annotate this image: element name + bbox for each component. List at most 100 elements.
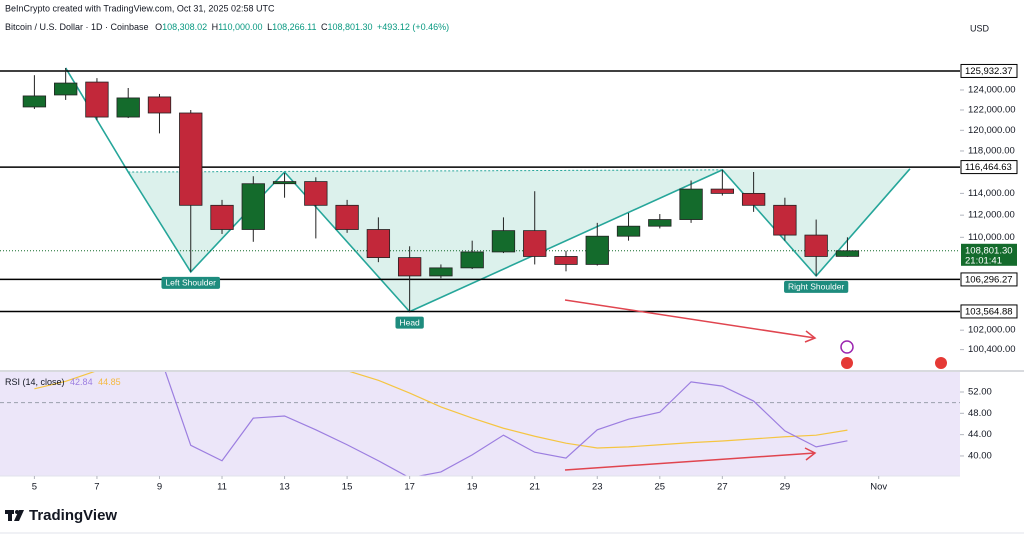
currency[interactable]: USD (970, 23, 990, 33)
y-tick-label: 44.00 (968, 429, 992, 440)
event-icon[interactable] (935, 357, 947, 369)
candle-body (460, 251, 484, 269)
price-axis: 124,000.00 122,000.00 120,000.00 118,000.00… (960, 63, 1018, 355)
level-label-box (960, 160, 1018, 175)
x-tick-label: 25 (655, 482, 666, 493)
candle-body (835, 250, 860, 257)
label-text: Right Shoulder (788, 282, 844, 292)
candle-body (85, 81, 109, 118)
label-text: Left Shoulder (165, 278, 216, 288)
rsi-background (0, 372, 960, 476)
logo-text: TradingView (29, 507, 117, 524)
y-tick-label: 118,000.00 (968, 145, 1015, 156)
rsi-arrow (564, 452, 816, 471)
rsi-axis: 52.00 48.00 44.00 40.00 (960, 387, 992, 461)
countdown: 21:01:41 (965, 255, 1002, 266)
attribution: BeInCrypto created with TradingView.com,… (5, 3, 275, 13)
x-tick-label: 19 (467, 482, 478, 493)
y-tick-label: 100,400.00 (968, 344, 1016, 355)
level-label: 106,296.27 (965, 274, 1013, 285)
y-tick-label: 48.00 (968, 408, 992, 419)
x-tick-label: 17 (404, 482, 415, 493)
logo-mark (14, 510, 24, 521)
y-tick-label: 122,000.00 (968, 104, 1016, 115)
ohlc-key: L (267, 22, 272, 32)
y-tick-label: 102,000.00 (968, 325, 1016, 336)
level-label-box (960, 272, 1018, 287)
arrow-head (804, 447, 817, 461)
price-pane: Left Shoulder Head Right Shoulder (0, 67, 960, 329)
rsi-pane (0, 372, 960, 476)
pattern-label: Left Shoulder (161, 276, 221, 289)
x-tick-label: Nov (870, 482, 887, 493)
x-tick-label: 29 (780, 482, 791, 493)
label-box (395, 316, 424, 329)
candle-body (804, 234, 828, 257)
candle-body (210, 204, 234, 230)
candle-body (241, 183, 265, 230)
candle-body (429, 267, 453, 277)
logo: TradingView (5, 507, 117, 524)
y-tick-label: 40.00 (968, 450, 992, 461)
candle-body (179, 112, 203, 206)
rsi-line (34, 372, 848, 449)
change: +493.12 (+0.46%) (377, 22, 449, 32)
rsi-ma-value: 44.85 (98, 377, 121, 387)
time-axis: 57911131517192123252729Nov3.0001 (32, 476, 887, 493)
level-label-box (960, 304, 1018, 319)
symbol-header: Bitcoin / U.S. Dollar · 1D · Coinbase O1… (5, 22, 449, 32)
pattern-label: Right Shoulder (784, 280, 849, 293)
candle-body (272, 181, 297, 185)
x-tick-label: 13 (279, 482, 290, 493)
price-arrow (564, 299, 816, 339)
last-price-label: 108,801.30 (965, 245, 1013, 256)
arrow-head (804, 330, 817, 343)
y-tick-label: 120,000.00 (968, 125, 1016, 136)
x-tick-label: 27 (717, 482, 728, 493)
ohlc-key: O (155, 22, 162, 32)
level-label: 103,564.88 (965, 306, 1013, 317)
logo-mark (8, 510, 12, 521)
candle-body (710, 188, 735, 194)
ohlc-value: 110,000.00 (218, 22, 262, 32)
ohlc-value: 108,308.02 (162, 22, 207, 32)
x-tick-label: 9 (157, 482, 162, 493)
level-label: 125,932.37 (965, 66, 1013, 77)
candle-body (116, 97, 140, 118)
candle-body (679, 188, 703, 220)
currency-box[interactable] (965, 20, 1015, 38)
last-price-box (961, 243, 1017, 266)
event-icon[interactable] (840, 340, 854, 354)
candle-body (554, 256, 578, 265)
candle-body (54, 82, 78, 96)
candle-body (366, 229, 391, 259)
candle-body (741, 192, 766, 206)
ohlc-value: 108,801.30 (327, 22, 372, 32)
event-icon[interactable] (841, 357, 853, 369)
x-tick-label: 5 (32, 482, 37, 493)
candle-body (304, 181, 328, 206)
rsi-value: 42.84 (70, 377, 93, 387)
y-tick-label: 52.00 (968, 387, 992, 398)
candle-body (585, 235, 609, 265)
rsi-header: RSI (14, close) 42.84 44.85 (5, 377, 121, 387)
level-label-box (960, 63, 1018, 78)
pattern-label: Head (395, 316, 424, 329)
neckline (128, 169, 723, 173)
candle-body (22, 95, 47, 108)
x-tick-label: 7 (94, 482, 99, 493)
event-icons[interactable] (840, 340, 947, 369)
candle-body (147, 96, 172, 114)
label-text: Head (399, 317, 420, 327)
ohlc-key: C (321, 22, 328, 32)
symbol: Bitcoin / U.S. Dollar · 1D · Coinbase (5, 22, 149, 32)
ohlc-key: H (212, 22, 219, 32)
pattern-line (64, 67, 911, 313)
rsi-title: RSI (14, close) (5, 377, 65, 387)
rsi-line (164, 372, 848, 476)
label-box (161, 276, 221, 289)
x-tick-label: 11 (217, 482, 227, 493)
label-box (784, 280, 849, 293)
candle-body (397, 257, 422, 277)
